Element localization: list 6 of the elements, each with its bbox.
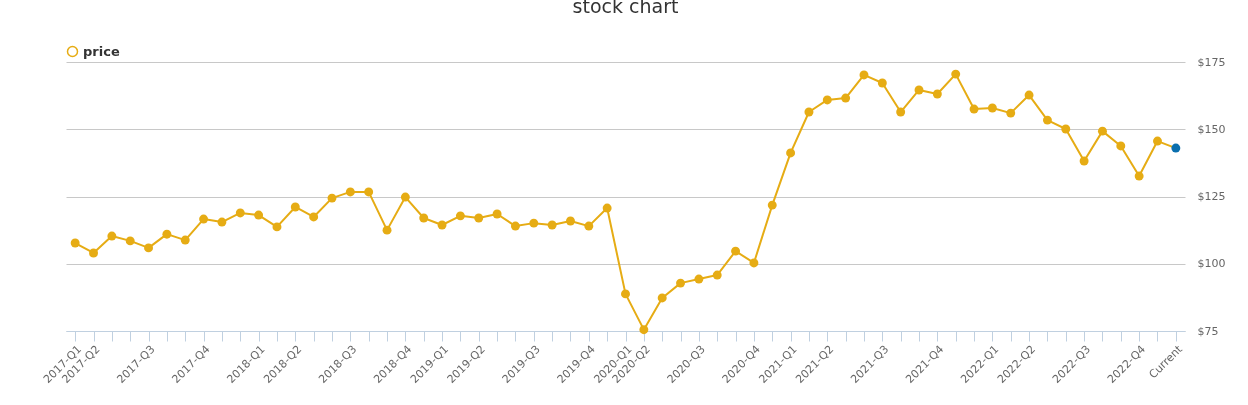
y-tick-label: $75 [1197,324,1219,338]
y-tick-label: $100 [1197,257,1226,271]
y-tick-label: $125 [1197,190,1226,203]
y-tick-label: $175 [1197,55,1226,69]
legend-label: price [83,43,120,59]
y-tick-label: $150 [1197,122,1226,136]
